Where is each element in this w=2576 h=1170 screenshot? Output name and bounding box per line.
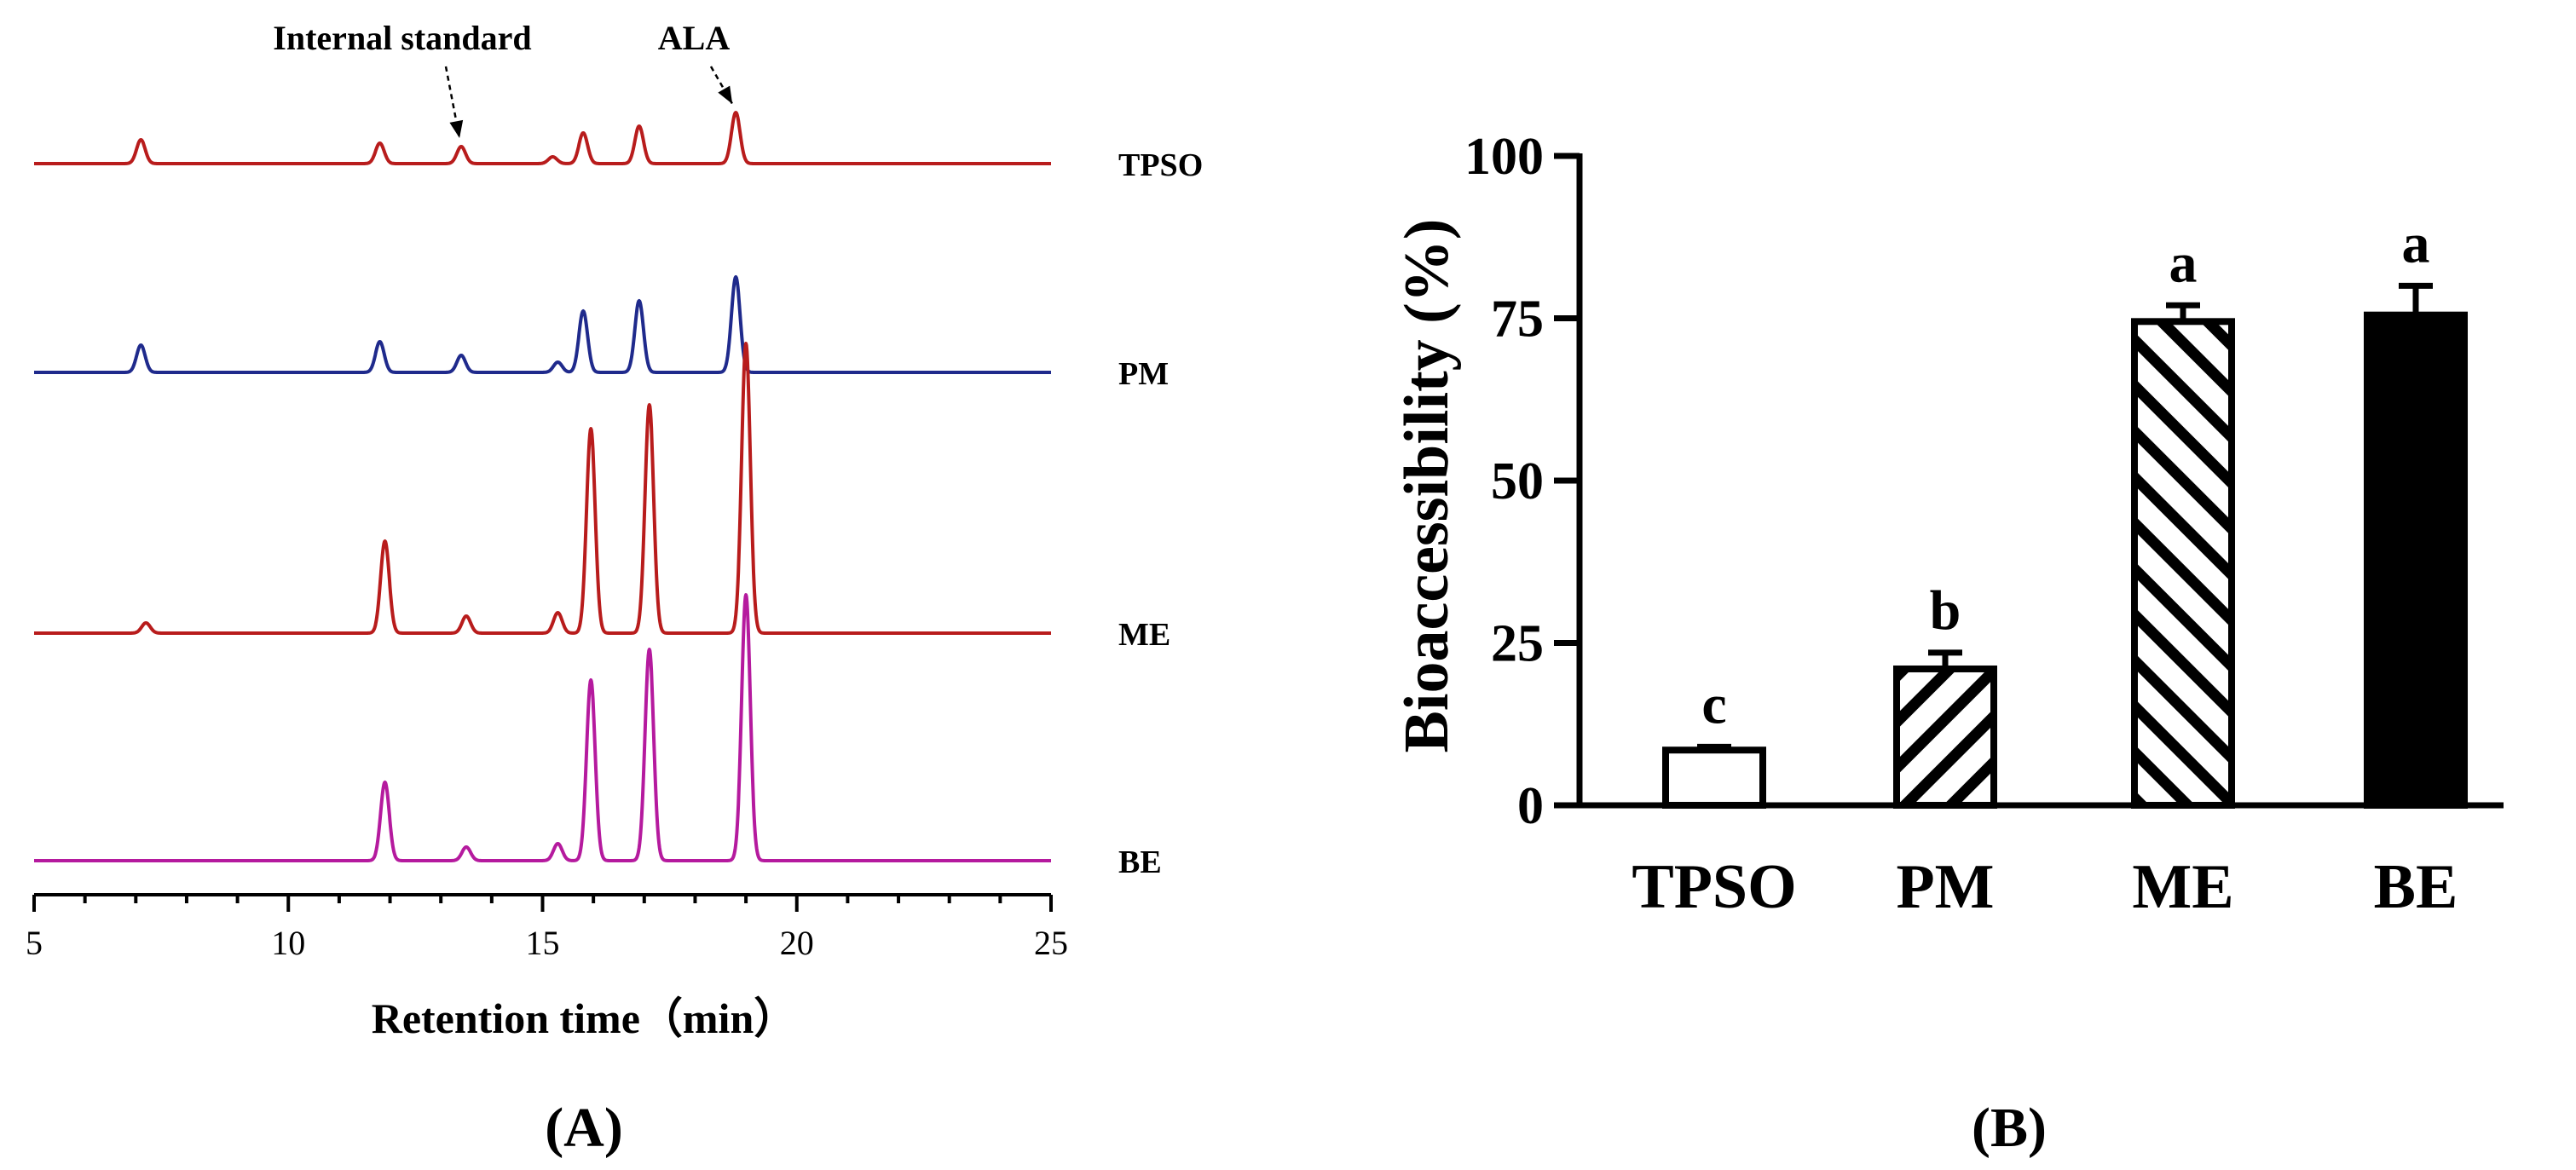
trace-label-tpso: TPSO bbox=[1118, 147, 1203, 183]
y-axis-ticks: 0 25 50 75 100 bbox=[1464, 128, 1580, 835]
bars bbox=[1662, 311, 2468, 809]
bar-tpso bbox=[1662, 746, 1766, 809]
trace-label-pm: PM bbox=[1118, 356, 1169, 392]
peak-annotations: Internal standard ALA bbox=[273, 19, 734, 139]
annotation-arrowhead-internal-standard bbox=[449, 119, 464, 138]
x-axis-ticks: TPSO PM ME BE bbox=[1632, 852, 2458, 922]
significance-letters: c b a a bbox=[1701, 212, 2429, 735]
y-axis-label: Bioaccessibility (%) bbox=[1392, 219, 1462, 753]
x-tick-label-tpso: TPSO bbox=[1632, 852, 1796, 922]
x-tick-label-5: 5 bbox=[26, 924, 43, 962]
y-tick-label-0: 0 bbox=[1517, 777, 1544, 835]
annotation-arrowhead-ala bbox=[718, 85, 733, 104]
trace-tpso bbox=[32, 111, 1053, 165]
annotation-ala: ALA bbox=[658, 19, 731, 57]
trace-labels: TPSO PM ME BE bbox=[1118, 147, 1203, 880]
panel-label-b: (B) bbox=[1972, 1097, 2047, 1159]
bar-chart-panel: c b a a 0 25 50 75 100 TPSO PM ME BE Bioaccessibil… bbox=[1392, 128, 2504, 1159]
trace-be bbox=[32, 593, 1053, 862]
x-tick-label-20: 20 bbox=[780, 924, 814, 962]
y-tick-label-100: 100 bbox=[1464, 128, 1544, 186]
x-tick-label-be: BE bbox=[2374, 852, 2458, 922]
trace-label-be: BE bbox=[1118, 844, 1162, 880]
x-tick-label-pm: PM bbox=[1896, 852, 1994, 922]
y-tick-label-25: 25 bbox=[1491, 615, 1544, 673]
x-axis-ticks: 5 10 15 20 25 bbox=[26, 895, 1068, 962]
annotation-arrow-line-ala bbox=[709, 66, 734, 105]
trace-label-me: ME bbox=[1118, 617, 1170, 653]
bar-me bbox=[2131, 318, 2235, 809]
error-bars bbox=[1697, 282, 2433, 751]
significance-letter-me: a bbox=[2169, 232, 2198, 294]
chromatogram-traces bbox=[32, 111, 1053, 862]
x-tick-label-15: 15 bbox=[526, 924, 560, 962]
significance-letter-be: a bbox=[2402, 212, 2430, 274]
panel-label-a: (A) bbox=[545, 1097, 623, 1159]
trace-me bbox=[32, 342, 1053, 635]
annotation-internal-standard: Internal standard bbox=[273, 19, 531, 57]
trace-pm bbox=[32, 275, 1053, 374]
significance-letter-pm: b bbox=[1930, 579, 1961, 642]
x-tick-label-25: 25 bbox=[1034, 924, 1068, 962]
significance-letter-tpso: c bbox=[1701, 673, 1726, 735]
bar-be bbox=[2364, 311, 2468, 809]
y-tick-label-75: 75 bbox=[1491, 291, 1544, 349]
x-tick-label-10: 10 bbox=[271, 924, 305, 962]
chromatogram-panel: TPSO PM ME BE Internal standard ALA 5 10 15 20 2… bbox=[26, 19, 1203, 1159]
x-tick-label-me: ME bbox=[2132, 852, 2233, 922]
bar-pm bbox=[1893, 665, 1997, 809]
x-axis-label: Retention time（min） bbox=[372, 994, 797, 1042]
y-tick-label-50: 50 bbox=[1491, 452, 1544, 510]
